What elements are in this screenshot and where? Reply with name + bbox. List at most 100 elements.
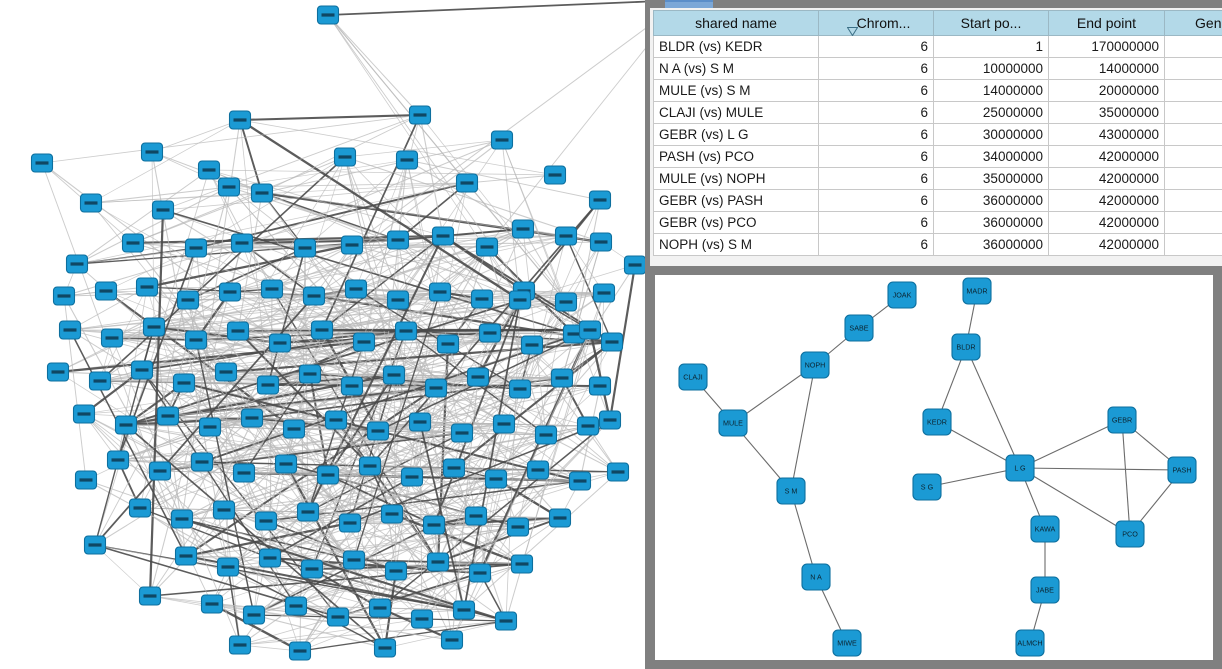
main-network-edge[interactable]: [148, 209, 165, 597]
main-network-edge[interactable]: [125, 416, 253, 427]
main-network-node[interactable]: [520, 335, 544, 355]
main-network-edge[interactable]: [588, 329, 612, 421]
main-network-node[interactable]: [140, 142, 164, 162]
table-cell-end_point[interactable]: 42000000: [1048, 167, 1165, 190]
main-network-node[interactable]: [588, 190, 612, 210]
main-network-edge[interactable]: [181, 342, 281, 520]
column-header-end-point[interactable]: End point: [1048, 10, 1165, 36]
main-network-node[interactable]: [79, 193, 103, 213]
main-network-node[interactable]: [326, 607, 350, 627]
main-network-node[interactable]: [316, 465, 340, 485]
main-network-node[interactable]: [508, 290, 532, 310]
main-network-node[interactable]: [526, 460, 550, 480]
main-network-edge[interactable]: [187, 299, 505, 425]
main-network-edge[interactable]: [419, 421, 423, 620]
main-network-node[interactable]: [358, 456, 382, 476]
main-network-node[interactable]: [380, 504, 404, 524]
table-cell-chromosome[interactable]: 6: [818, 101, 934, 124]
main-network-edge[interactable]: [94, 544, 465, 611]
main-network-node[interactable]: [30, 153, 54, 173]
main-network-node[interactable]: [88, 371, 112, 391]
table-cell-start_point[interactable]: 36000000: [933, 189, 1049, 212]
main-network-node[interactable]: [484, 469, 508, 489]
main-network-edge[interactable]: [265, 520, 397, 572]
main-network-node[interactable]: [232, 463, 256, 483]
table-cell-end_point[interactable]: 43000000: [1048, 123, 1165, 146]
table-cell-chromosome[interactable]: 6: [818, 35, 934, 58]
table-row[interactable]: BLDR (vs) KEDR61170000000192.0: [653, 35, 1222, 58]
main-network-node[interactable]: [333, 147, 357, 167]
main-network-edge[interactable]: [293, 291, 441, 430]
main-network-edge[interactable]: [466, 174, 556, 184]
subnetwork-node[interactable]: SABE: [844, 314, 874, 342]
main-network-edge[interactable]: [453, 467, 581, 482]
table-cell-start_point[interactable]: 36000000: [933, 211, 1049, 234]
table-cell-genetic[interactable]: 8.4: [1164, 211, 1222, 234]
main-network-edge[interactable]: [183, 139, 503, 384]
table-cell-start_point[interactable]: 1: [933, 35, 1049, 58]
main-network-node[interactable]: [422, 515, 446, 535]
main-network-edge[interactable]: [149, 563, 523, 597]
main-network-node[interactable]: [217, 177, 241, 197]
subnetwork-node[interactable]: KEDR: [922, 408, 952, 436]
attribute-table[interactable]: shared name Chrom... Start po... End poi…: [653, 10, 1222, 256]
main-network-edge[interactable]: [406, 159, 449, 345]
main-network-node[interactable]: [148, 461, 172, 481]
main-network-node[interactable]: [373, 638, 397, 658]
subnetwork-node[interactable]: BLDR: [951, 333, 981, 361]
table-cell-chromosome[interactable]: 6: [818, 123, 934, 146]
main-network-node[interactable]: [74, 470, 98, 490]
table-cell-shared_name[interactable]: GEBR (vs) PCO: [653, 211, 819, 234]
main-network-edge[interactable]: [327, 374, 395, 476]
main-network-edge[interactable]: [151, 151, 229, 568]
main-network-edge[interactable]: [85, 479, 339, 618]
table-cell-chromosome[interactable]: 6: [818, 79, 934, 102]
main-network-node[interactable]: [623, 255, 646, 275]
table-cell-start_point[interactable]: 30000000: [933, 123, 1049, 146]
table-row[interactable]: GEBR (vs) L G6300000004300000016.9: [653, 123, 1222, 146]
main-network-edge[interactable]: [181, 517, 507, 623]
table-cell-start_point[interactable]: 34000000: [933, 145, 1049, 168]
table-cell-genetic[interactable]: 9.9: [1164, 233, 1222, 256]
main-network-node[interactable]: [382, 365, 406, 385]
main-network-node[interactable]: [543, 165, 567, 185]
main-network-edge[interactable]: [253, 614, 507, 622]
main-network-edge[interactable]: [162, 182, 468, 211]
main-network-edge[interactable]: [187, 299, 465, 611]
main-network-node[interactable]: [228, 635, 252, 655]
main-network-edge[interactable]: [327, 14, 421, 116]
main-network-node[interactable]: [568, 471, 592, 491]
main-network-edge[interactable]: [69, 329, 187, 557]
subnetwork-node[interactable]: JOAK: [887, 281, 917, 309]
main-network-node[interactable]: [548, 508, 572, 528]
table-cell-start_point[interactable]: 35000000: [933, 167, 1049, 190]
main-network-edge[interactable]: [271, 244, 353, 290]
main-network-edge[interactable]: [397, 227, 524, 242]
main-network-edge[interactable]: [125, 424, 497, 480]
main-network-node[interactable]: [172, 373, 196, 393]
main-network-node[interactable]: [466, 367, 490, 387]
main-network-edge[interactable]: [419, 329, 591, 423]
main-network-node[interactable]: [121, 233, 145, 253]
main-network-edge[interactable]: [76, 169, 210, 265]
main-network-edge[interactable]: [195, 339, 301, 652]
subnetwork-edge[interactable]: [790, 490, 817, 578]
subnetwork-edge[interactable]: [1019, 467, 1131, 535]
main-network-edge[interactable]: [183, 382, 455, 469]
main-network-node[interactable]: [506, 517, 530, 537]
main-network-edge[interactable]: [167, 299, 399, 417]
column-header-chromosome[interactable]: Chrom...: [818, 10, 934, 36]
subnetwork-node[interactable]: S G: [912, 473, 942, 501]
main-network-node[interactable]: [324, 410, 348, 430]
table-cell-start_point[interactable]: 14000000: [933, 79, 1049, 102]
main-network-node[interactable]: [58, 320, 82, 340]
main-network-node[interactable]: [428, 282, 452, 302]
table-cell-end_point[interactable]: 42000000: [1048, 189, 1165, 212]
main-network-node[interactable]: [106, 450, 130, 470]
table-cell-shared_name[interactable]: BLDR (vs) KEDR: [653, 35, 819, 58]
main-network-edge[interactable]: [335, 419, 435, 526]
main-network-edge[interactable]: [379, 476, 413, 609]
main-network-edge[interactable]: [279, 288, 357, 344]
main-network-edge[interactable]: [94, 169, 210, 546]
main-network-node[interactable]: [408, 105, 432, 125]
